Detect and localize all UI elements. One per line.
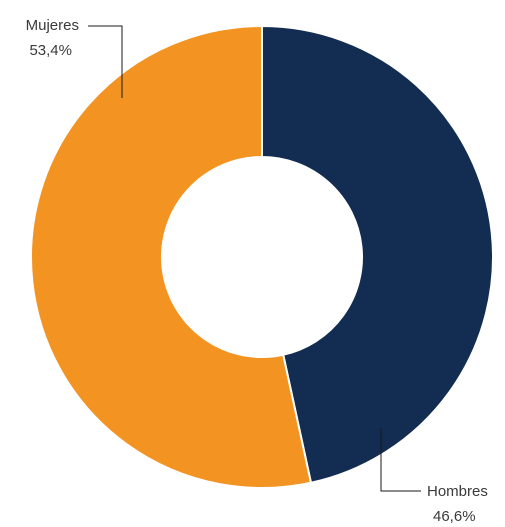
label-hombres-name: Hombres (427, 483, 488, 500)
label-hombres-value: 46,6% (433, 508, 476, 525)
slice-hombres (261, 24, 495, 484)
label-mujeres-name: Mujeres (26, 17, 79, 34)
slices-group (30, 24, 495, 489)
label-mujeres-value: 53,4% (29, 42, 72, 59)
leader-line-mujeres (88, 25, 123, 98)
leader-line-hombres (380, 428, 421, 492)
slice-mujeres (30, 24, 313, 489)
